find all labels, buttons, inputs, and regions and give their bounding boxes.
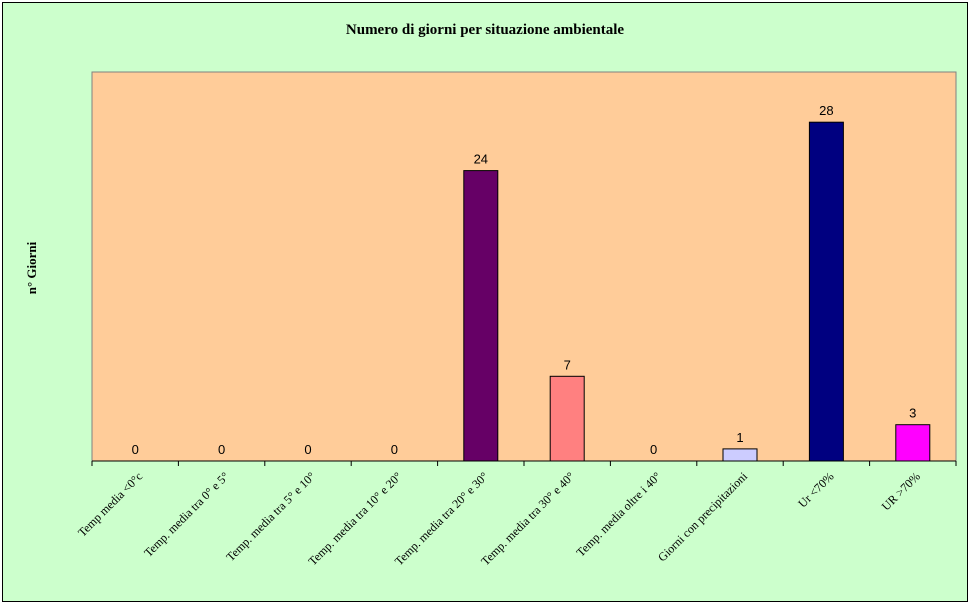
bar [463,170,499,462]
x-tick-label: Temp. media tra 0° e 5° [141,469,232,560]
data-label: 0 [650,442,657,457]
data-label: 1 [736,430,743,445]
data-label: 0 [304,442,311,457]
x-tick-label: Giorni con precipitazioni [655,469,751,565]
bar [808,121,844,462]
data-label: 24 [474,152,488,167]
x-tick-label: Temp. media tra 5° e 10° [223,469,318,564]
chart-title: Numero di giorni per situazione ambienta… [345,22,625,38]
data-label: 3 [909,406,916,421]
bar [895,424,931,462]
x-tick-label: Temp. media tra 10° e 20° [305,469,404,568]
bars-group: 0 0 0 0 24 7 0 1 28 3 [132,103,931,462]
data-label: 0 [391,442,398,457]
bar [549,375,585,462]
bar [722,448,758,462]
x-tick-label: Temp. media tra 20° e 30° [392,469,491,568]
x-tick-label: Temp media <0°c [75,469,145,539]
x-tick-label: Temp. media tra 30° e 40° [478,469,577,568]
data-label: 28 [819,103,833,118]
x-tick-label: Ur <70% [795,469,836,510]
x-tick-label: Temp. media oltre i 40° [573,469,663,559]
x-tick-label: UR >70% [879,469,923,513]
data-label: 0 [132,442,139,457]
data-label: 7 [564,357,571,372]
data-label: 0 [218,442,225,457]
